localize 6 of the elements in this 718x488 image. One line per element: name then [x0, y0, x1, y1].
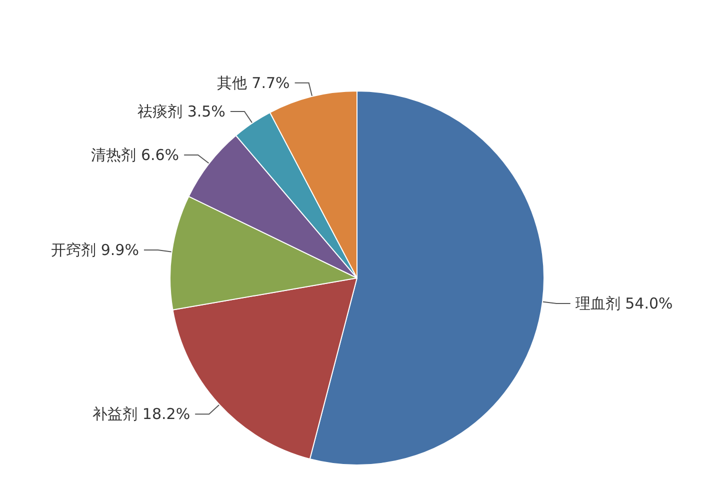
- slice-label: 祛痰剂 3.5%: [138, 102, 226, 120]
- slice-label: 理血剂 54.0%: [575, 294, 673, 313]
- slice-label: 清热剂 6.6%: [91, 146, 180, 164]
- slice-label: 其他 7.7%: [216, 74, 290, 92]
- slice-label: 开窍剂 9.9%: [51, 240, 139, 259]
- slice-label: 补益剂 18.2%: [92, 405, 190, 424]
